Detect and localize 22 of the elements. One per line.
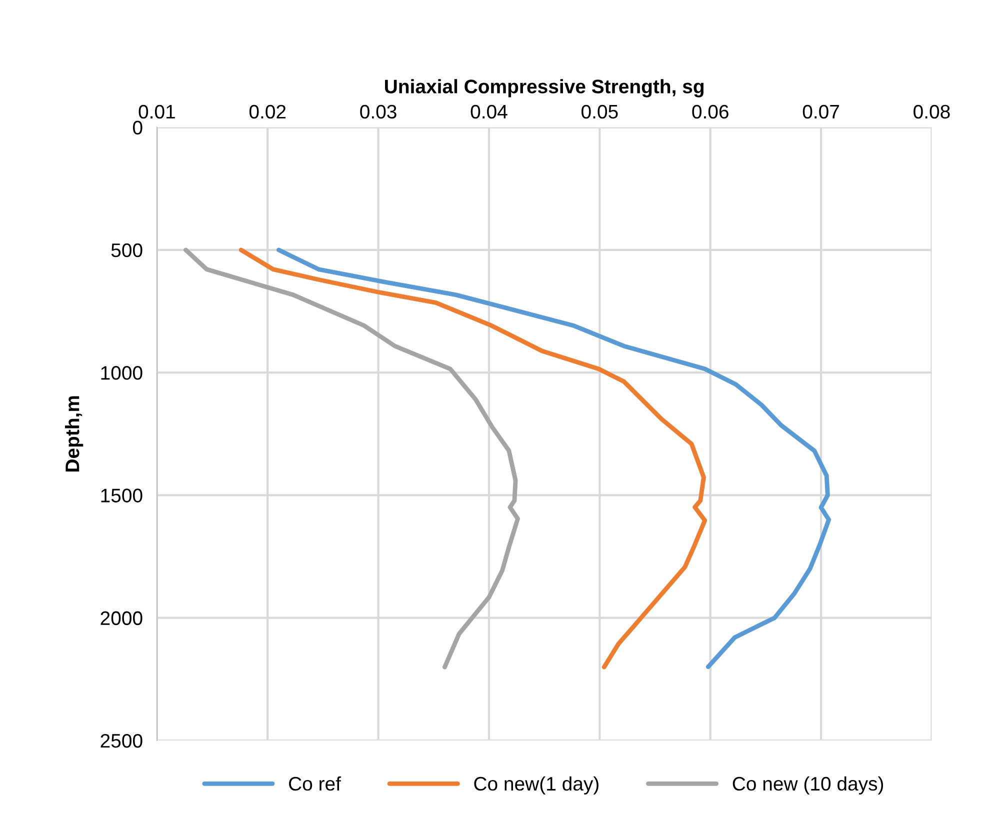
line-series: [238, 248, 708, 670]
y-tick-label: 1500: [101, 488, 142, 502]
x-tick-label: 0.05: [582, 104, 618, 119]
y-tick-label: 500: [111, 243, 142, 258]
x-tick-label: 0.03: [360, 104, 396, 119]
x-tick-label: 0.01: [138, 104, 175, 119]
y-tick-label: 0: [132, 120, 142, 135]
x-axis-title: Uniaxial Compressive Strength, sg: [385, 79, 704, 98]
y-tick-label: 2000: [100, 611, 142, 626]
y-tick-label: 1000: [101, 366, 142, 380]
y-axis-title: Depth,m: [65, 396, 84, 472]
legend-label: Co ref: [289, 776, 342, 791]
x-tick-label: 0.08: [914, 104, 950, 119]
y-tick-label: 2500: [100, 734, 142, 748]
x-tick-label: 0.04: [470, 104, 508, 119]
x-tick-label: 0.02: [249, 104, 286, 119]
line-series: [276, 248, 832, 670]
legend-label: Co new (10 days): [732, 776, 884, 794]
line-series: [183, 248, 520, 670]
legend-label: Co new(1 day): [474, 776, 598, 794]
x-tick-label: 0.06: [692, 104, 728, 119]
x-tick-label: 0.07: [802, 104, 839, 119]
